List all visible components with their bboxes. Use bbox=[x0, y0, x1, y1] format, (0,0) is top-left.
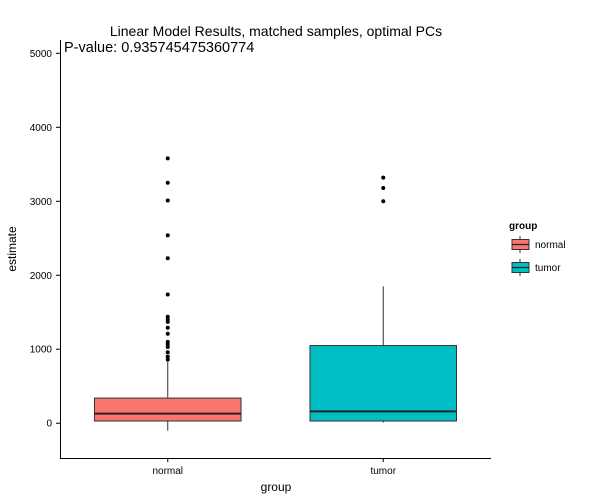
legend-key-normal bbox=[511, 236, 530, 253]
outlier-point bbox=[165, 317, 170, 322]
outlier-point bbox=[165, 233, 170, 238]
outlier-point bbox=[165, 350, 170, 355]
box-body bbox=[93, 397, 242, 422]
outlier-point bbox=[165, 314, 170, 319]
x-axis-ticks: normal tumor bbox=[152, 458, 397, 477]
outlier-point bbox=[165, 180, 170, 185]
box-tumor bbox=[309, 175, 458, 423]
y-axis-title: estimate bbox=[5, 226, 19, 272]
outlier-point bbox=[165, 345, 170, 350]
y-axis-ticks: 0 1000 2000 3000 4000 5000 bbox=[30, 49, 60, 430]
p-value-annotation: P-value: 0.935745475360774 bbox=[64, 40, 254, 56]
outlier-point bbox=[165, 156, 170, 161]
outlier-point bbox=[165, 357, 170, 362]
outlier-point bbox=[165, 331, 170, 336]
outlier-point bbox=[381, 199, 386, 204]
legend-title: group bbox=[509, 221, 537, 232]
legend: group normal tumor bbox=[509, 221, 566, 276]
y-tick-label: 3000 bbox=[30, 197, 53, 208]
box-body bbox=[309, 345, 458, 422]
y-tick-label: 2000 bbox=[30, 271, 53, 282]
outlier-point bbox=[381, 175, 386, 180]
y-tick-label: 0 bbox=[46, 419, 52, 430]
outlier-point bbox=[165, 256, 170, 261]
x-axis-title: group bbox=[261, 480, 292, 494]
legend-label: normal bbox=[535, 240, 566, 251]
y-tick-label: 5000 bbox=[30, 49, 53, 60]
y-tick-label: 4000 bbox=[30, 123, 53, 134]
y-tick-label: 1000 bbox=[30, 345, 53, 356]
outlier-point bbox=[165, 198, 170, 203]
chart-title: Linear Model Results, matched samples, o… bbox=[110, 23, 442, 39]
legend-key-tumor bbox=[511, 259, 530, 276]
x-tick-label: normal bbox=[152, 466, 183, 477]
box-normal bbox=[93, 156, 242, 431]
legend-label: tumor bbox=[535, 263, 561, 274]
outlier-point bbox=[165, 354, 170, 359]
outlier-point bbox=[165, 339, 170, 344]
box-series bbox=[93, 156, 458, 431]
outlier-point bbox=[165, 292, 170, 297]
outlier-point bbox=[165, 325, 170, 330]
outlier-point bbox=[381, 185, 386, 190]
x-tick-label: tumor bbox=[370, 466, 396, 477]
